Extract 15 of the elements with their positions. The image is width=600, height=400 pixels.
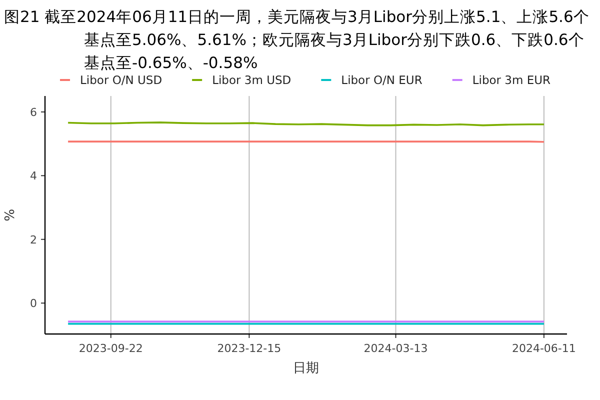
y-axis-title: % [3,208,18,222]
chart-title: 图21 截至2024年06月11日的一周，美元隔夜与3月Libor分别上涨5.1、上涨5.6个基点至5.06%、5.61%；欧元隔夜与3月Libor分别下跌0.6、下跌0.6个基点至-0.65%、-0.58% [4,8,590,72]
x-tick-label: 2024-06-11 [512,342,576,355]
x-tick-label: 2024-03-13 [364,342,428,355]
legend-label: Libor O/N USD [80,73,162,87]
x-tick-label: 2023-12-15 [217,342,282,355]
y-tick-label: 2 [30,233,37,246]
x-axis-title: 日期 [293,361,319,376]
legend-label: Libor O/N EUR [341,73,422,87]
legend-label: Libor 3m EUR [472,73,551,87]
legend-label: Libor 3m USD [212,73,292,87]
y-tick-label: 6 [30,106,37,119]
y-tick-label: 4 [30,170,37,183]
y-tick-label: 0 [30,297,37,310]
x-tick-label: 2023-09-22 [78,342,143,355]
